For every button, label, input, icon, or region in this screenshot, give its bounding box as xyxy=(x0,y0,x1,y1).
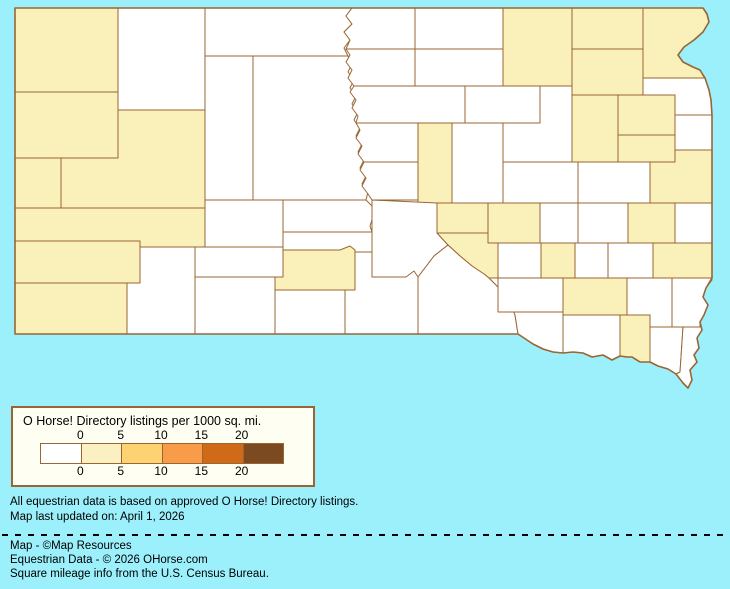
county-stanley xyxy=(282,199,377,233)
county-fall-river xyxy=(14,282,128,335)
legend-tick-label: 15 xyxy=(194,464,209,478)
dashed-separator xyxy=(2,534,728,536)
county-perkins xyxy=(117,7,206,111)
legend-tick-label: 0 xyxy=(76,428,84,442)
county-faulk xyxy=(464,85,541,124)
legend-swatch-2 xyxy=(121,444,162,463)
county-bennett xyxy=(194,276,276,335)
credit-census: Square mileage info from the U.S. Census… xyxy=(10,568,269,580)
county-layer xyxy=(14,7,713,389)
county-clay xyxy=(649,326,684,375)
legend-swatch-1 xyxy=(80,444,121,463)
legend-tick-label: 5 xyxy=(117,428,124,442)
legend-swatch-3 xyxy=(161,444,202,463)
county-beadle xyxy=(502,161,579,204)
county-hutchinson xyxy=(562,277,628,316)
county-lawrence xyxy=(14,157,62,209)
county-campbell xyxy=(343,7,416,50)
county-butte xyxy=(14,91,119,159)
county-yankton xyxy=(619,314,651,363)
county-potter xyxy=(349,85,466,124)
county-kingsbury xyxy=(577,161,651,204)
county-day xyxy=(571,48,644,96)
county-clark xyxy=(571,94,619,163)
legend-tick-label: 5 xyxy=(117,464,124,478)
county-sanborn xyxy=(539,202,579,244)
county-corson xyxy=(204,7,353,57)
legend-swatch-5 xyxy=(242,444,283,463)
county-jerauld xyxy=(487,202,541,244)
legend-tick-label: 15 xyxy=(194,428,209,442)
legend: O Horse! Directory listings per 1000 sq.… xyxy=(11,406,315,487)
county-mcpherson xyxy=(414,7,504,50)
county-mellette xyxy=(274,245,356,291)
county-hanson xyxy=(574,242,609,279)
county-todd xyxy=(274,289,346,335)
county-codington xyxy=(617,94,676,136)
state-map xyxy=(14,7,713,389)
county-marshall xyxy=(571,7,644,50)
county-hand xyxy=(451,122,504,204)
county-hyde xyxy=(417,122,453,204)
county-jones xyxy=(282,231,373,253)
county-minnehaha xyxy=(652,242,713,279)
legend-tick-label: 10 xyxy=(154,428,168,442)
county-edmunds xyxy=(414,48,504,87)
note-data-source: All equestrian data is based on approved… xyxy=(10,496,359,508)
county-roberts xyxy=(642,7,710,79)
note-last-updated: Map last updated on: April 1, 2026 xyxy=(10,511,185,523)
legend-tick-label: 0 xyxy=(76,464,84,478)
county-sully xyxy=(355,122,419,163)
legend-tick-label: 20 xyxy=(234,464,249,478)
county-deuel xyxy=(674,114,713,151)
legend-tick-label: 10 xyxy=(154,464,168,478)
county-douglas xyxy=(497,277,564,313)
county-hamlin xyxy=(617,134,676,163)
county-davison xyxy=(540,242,576,279)
state-outline xyxy=(14,7,713,389)
county-lake xyxy=(627,202,676,244)
county-walworth xyxy=(345,48,416,87)
county-mccook xyxy=(607,242,654,279)
county-haakon xyxy=(204,199,284,248)
credit-ohorse: Equestrian Data - © 2026 OHorse.com xyxy=(10,554,208,566)
legend-color-bar xyxy=(40,443,284,464)
county-harding xyxy=(14,7,119,93)
county-buffalo xyxy=(436,202,489,234)
county-brown xyxy=(502,7,573,87)
credit-map-resources: Map - ©Map Resources xyxy=(10,540,132,552)
county-hughes xyxy=(359,161,419,201)
legend-swatch-4 xyxy=(202,444,243,463)
county-moody xyxy=(674,202,713,244)
legend-swatch-0 xyxy=(41,444,81,463)
legend-ticks-bottom: 0 5 10 15 20 xyxy=(40,464,282,482)
county-bon-homme xyxy=(562,314,621,361)
legend-title: O Horse! Directory listings per 1000 sq.… xyxy=(23,414,262,428)
county-custer xyxy=(14,240,141,284)
county-aurora xyxy=(497,242,542,279)
legend-tick-label: 20 xyxy=(234,428,249,442)
county-miner xyxy=(577,202,629,244)
county-jackson xyxy=(194,246,284,278)
county-ziebach xyxy=(204,55,254,201)
legend-ticks-top: 0 5 10 15 20 xyxy=(40,428,282,443)
